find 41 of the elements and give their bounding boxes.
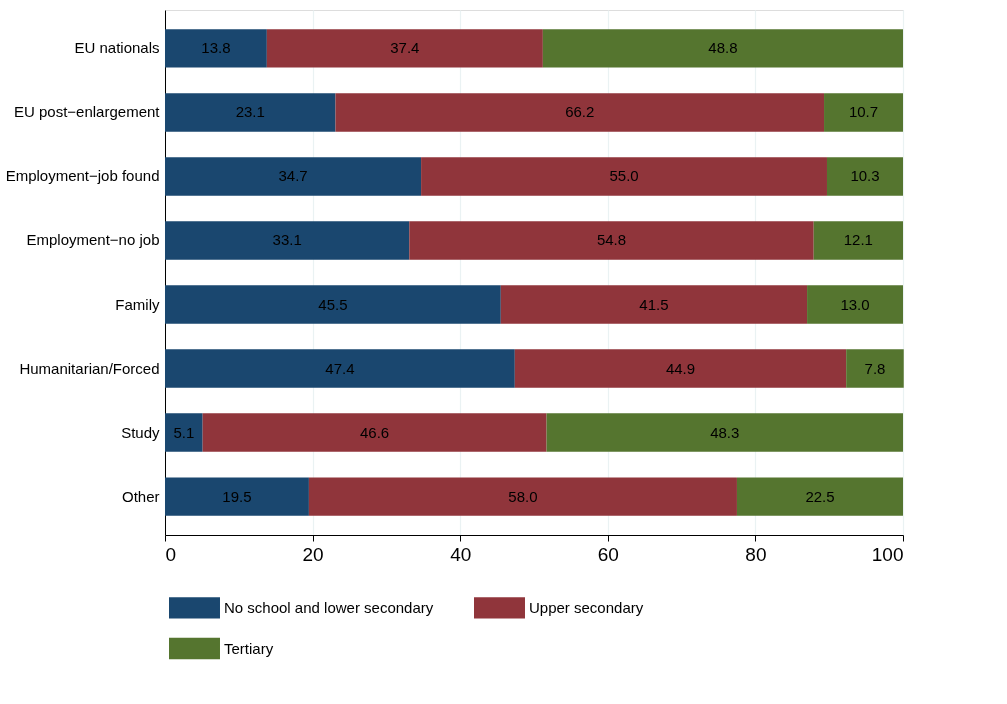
data-label: 7.8 (864, 359, 886, 377)
y-tick-label: Study (121, 423, 160, 441)
data-label: 13.8 (201, 39, 231, 57)
data-label: 66.2 (565, 103, 595, 121)
data-label: 13.0 (840, 295, 870, 313)
data-label: 41.5 (639, 295, 669, 313)
data-label: 34.7 (278, 167, 308, 185)
x-tick-label: 40 (450, 543, 472, 565)
x-tick-label: 20 (302, 543, 324, 565)
x-tick-label: 0 (165, 543, 177, 565)
y-tick-label: Employment−no job (26, 231, 160, 249)
legend-label: No school and lower secondary (224, 598, 434, 616)
y-tick-label: EU post−enlargement (13, 103, 161, 121)
y-tick-label: Humanitarian/Forced (19, 359, 160, 377)
data-label: 10.3 (850, 167, 880, 185)
data-label: 46.6 (359, 423, 390, 441)
legend-label: Tertiary (224, 639, 274, 657)
y-tick-label: Employment−job found (5, 167, 160, 185)
data-label: 44.9 (665, 359, 696, 377)
data-label: 47.4 (325, 359, 355, 377)
y-tick-label: EU nationals (74, 39, 160, 57)
data-label: 10.7 (848, 103, 879, 121)
data-label: 37.4 (390, 39, 420, 57)
data-label: 22.5 (805, 487, 835, 505)
data-label: 58.0 (508, 487, 538, 505)
y-tick-label: Other (121, 487, 160, 505)
data-label: 45.5 (318, 295, 348, 313)
x-tick-label: 80 (745, 543, 767, 565)
data-label: 19.5 (222, 487, 252, 505)
x-tick-label: 100 (871, 543, 904, 565)
data-label: 48.3 (710, 423, 740, 441)
data-label: 48.8 (708, 39, 738, 57)
data-label: 5.1 (173, 423, 195, 441)
legend-label: Upper secondary (529, 598, 644, 616)
x-tick-label: 60 (597, 543, 619, 565)
data-label: 12.1 (843, 231, 873, 249)
y-tick-label: Family (115, 295, 160, 313)
data-label: 23.1 (235, 103, 265, 121)
data-label: 54.8 (596, 231, 627, 249)
data-label: 55.0 (609, 167, 639, 185)
data-label: 33.1 (272, 231, 302, 249)
